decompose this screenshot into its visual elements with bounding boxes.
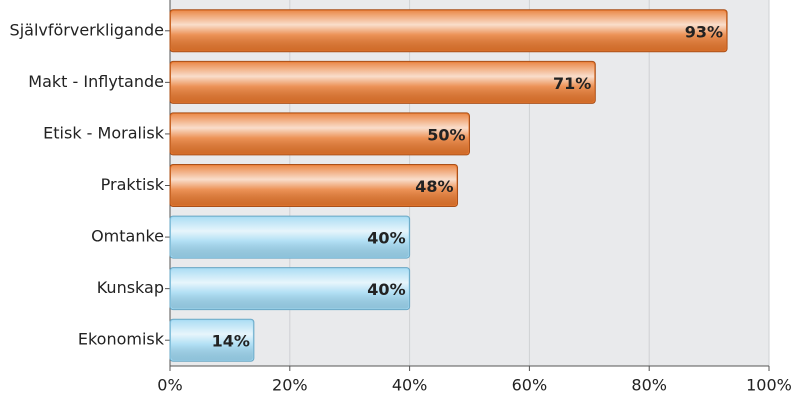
x-tick-label: 20%: [272, 376, 308, 395]
y-tick-label: Etisk - Moralisk: [43, 123, 165, 142]
value-label: 71%: [553, 74, 591, 93]
bar-highlight: [171, 268, 409, 309]
y-tick-label: Praktisk: [101, 175, 165, 194]
y-tick-label: Makt - Inflytande: [28, 72, 164, 91]
x-tick-label: 60%: [512, 376, 548, 395]
y-tick-label: Omtanke: [91, 227, 164, 246]
value-label: 93%: [685, 22, 723, 41]
value-label: 14%: [212, 332, 250, 351]
bar-highlight: [171, 113, 469, 154]
x-tick-label: 0%: [157, 376, 182, 395]
x-tick-label: 80%: [631, 376, 667, 395]
value-label: 50%: [427, 125, 465, 144]
bar-highlight: [171, 165, 457, 206]
value-label: 48%: [415, 177, 453, 196]
y-tick-label: Självförverkligande: [10, 20, 164, 39]
y-tick-label: Kunskap: [97, 278, 164, 297]
y-tick-label: Ekonomisk: [78, 330, 165, 349]
value-label: 40%: [367, 229, 405, 248]
x-tick-label: 100%: [746, 376, 792, 395]
bar-highlight: [171, 217, 409, 258]
bar-highlight: [171, 62, 595, 103]
bar-highlight: [171, 10, 727, 51]
value-label: 40%: [367, 280, 405, 299]
bar-highlight: [171, 320, 253, 361]
x-tick-label: 40%: [392, 376, 428, 395]
